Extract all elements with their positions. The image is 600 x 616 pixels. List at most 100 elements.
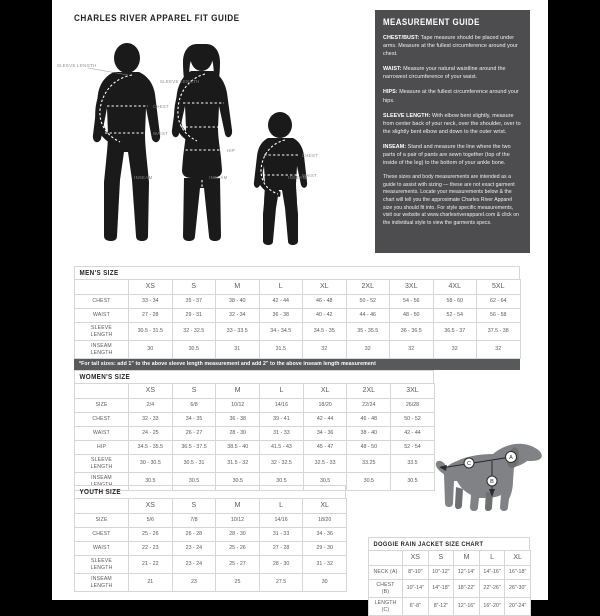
youth-col-header: XL xyxy=(302,498,347,514)
youth-cell: 25 - 26 xyxy=(128,527,173,542)
womens-size-table-block: WOMEN'S SIZE XS S M L XL 2XL 3XL SIZE 2/4 6/8 10/1… xyxy=(74,370,435,491)
womens-cell: 36.5 - 37.5 xyxy=(171,440,217,455)
doggie-cell: 12"-16" xyxy=(453,597,480,616)
mens-col-header: 4XL xyxy=(432,279,477,295)
mens-col-header: 5XL xyxy=(476,279,521,295)
womens-cell: 28 - 30 xyxy=(215,426,261,441)
youth-cell: 23 xyxy=(171,573,217,592)
womens-cell: 34 - 35 xyxy=(171,412,217,427)
table-row: CHEST 32 - 33 34 - 35 36 - 38 39 - 41 42 - 44… xyxy=(74,412,435,427)
dog-illustration: A C B xyxy=(435,437,550,515)
mens-col-header: L xyxy=(258,279,303,295)
womens-cell: 38 - 40 xyxy=(346,426,392,441)
doggie-cell: 8"-10" xyxy=(402,565,429,580)
womens-col-header: 3XL xyxy=(390,383,435,399)
mens-cell: 44 - 46 xyxy=(345,308,390,323)
woman-sleeve-label: SLEEVE LENGTH xyxy=(160,79,200,84)
doggie-header-row: XS S M L XL xyxy=(368,550,531,566)
womens-col-header: L xyxy=(259,383,304,399)
mens-corner-cell xyxy=(74,279,129,295)
youth-cell: 21 - 22 xyxy=(128,555,173,574)
measurement-item-inseam: INSEAM: Stand and measure the line where… xyxy=(383,143,522,167)
dog-neck-marker-a: A xyxy=(509,455,513,461)
man-inseam-label: INSEAM xyxy=(134,175,153,180)
mens-col-header: 3XL xyxy=(389,279,434,295)
man-chest-label: CHEST xyxy=(153,104,170,109)
womens-row-label: SLEEVE LENGTH xyxy=(74,454,129,473)
womens-col-header: XL xyxy=(302,383,348,399)
mens-size-table: XS S M L XL 2XL 3XL 4XL 5XL CHEST 33 - 34 35 - 37 38… xyxy=(74,279,521,359)
youth-cell: 25 - 27 xyxy=(215,555,260,574)
womens-corner-cell xyxy=(74,383,129,399)
mens-cell: 33 - 33.5 xyxy=(215,322,260,341)
womens-cell: 30.5 xyxy=(346,472,392,491)
mens-cell: 36 - 38 xyxy=(258,308,303,323)
womens-row-label: WAIST xyxy=(74,426,129,441)
mens-cell: 27 - 28 xyxy=(128,308,173,323)
measurement-text-sleeve: With elbow bent slightly, measure from c… xyxy=(383,112,521,135)
womens-cell: 42 - 44 xyxy=(302,412,348,427)
youth-col-header: M xyxy=(215,498,260,514)
measurement-term-sleeve: SLEEVE LENGTH: xyxy=(383,112,431,119)
measurement-item-sleeve: SLEEVE LENGTH: With elbow bent slightly,… xyxy=(383,112,522,136)
table-row: CHEST 25 - 26 26 - 28 28 - 30 31 - 33 34 - 36 xyxy=(74,527,347,542)
youth-row-label: SIZE xyxy=(74,513,129,528)
dog-svg: A C B xyxy=(435,443,542,511)
womens-cell: 46 - 48 xyxy=(346,412,392,427)
doggie-row-label: CHEST (B) xyxy=(368,579,403,598)
mens-cell: 62 - 64 xyxy=(476,294,521,309)
womens-cell: 32.5 - 33 xyxy=(302,454,348,473)
doggie-cell: 20"-24" xyxy=(504,597,531,616)
mens-size-heading: MEN'S SIZE xyxy=(79,270,119,277)
mens-cell: 54 - 56 xyxy=(389,294,434,309)
mens-cell: 30 xyxy=(128,340,173,359)
dog-marker-group xyxy=(463,451,517,487)
measurement-text-waist: Measure your natural waistline around th… xyxy=(383,66,506,81)
mens-cell: 30.5 xyxy=(171,340,216,359)
table-row: NECK (A) 8"-10" 10"-12" 12"-14" 14"-16" 16"-1… xyxy=(368,565,531,580)
doggie-cell: 14"-16" xyxy=(478,565,506,580)
womens-cell: 33.5 xyxy=(390,454,435,473)
youth-silhouette xyxy=(253,112,308,245)
measurement-term-hips: HIPS: xyxy=(383,89,398,96)
mens-cell: 37.5 - 38 xyxy=(476,322,521,341)
womens-cell: 26 - 27 xyxy=(171,426,217,441)
mens-cell: 32 xyxy=(432,340,477,359)
youth-cell: 28 - 30 xyxy=(215,527,260,542)
measurement-text-chest: Tape measure should be placed under arms… xyxy=(383,35,518,58)
man-sleeve-label: SLEEVE LENGTH xyxy=(57,63,97,68)
mens-cell: 31 xyxy=(215,340,260,359)
youth-cell: 22 - 23 xyxy=(128,541,173,556)
womens-cell: 39 - 41 xyxy=(259,412,304,427)
womens-cell: 34 - 36 xyxy=(302,426,348,441)
doggie-cell: 14"-18" xyxy=(427,579,455,598)
womens-cell: 14/16 xyxy=(259,398,304,413)
mens-cell: 31.5 xyxy=(258,340,303,359)
doggie-corner-cell xyxy=(368,550,403,566)
mens-cell: 38 - 40 xyxy=(215,294,260,309)
mens-col-header: 2XL xyxy=(345,279,390,295)
mens-cell: 30.5 - 31.5 xyxy=(128,322,173,341)
youth-cell: 34 - 36 xyxy=(302,527,347,542)
youth-cell: 10/12 xyxy=(215,513,260,528)
youth-cell: 28 - 30 xyxy=(258,555,304,574)
mens-row-label: SLEEVE LENGTH xyxy=(74,322,129,341)
doggie-cell: 12"-14" xyxy=(453,565,480,580)
doggie-row-label: LENGTH (C) xyxy=(368,597,403,616)
womens-col-header: XS xyxy=(128,383,173,399)
doggie-cell: 10"-12" xyxy=(427,565,455,580)
womens-cell: 32 - 32.5 xyxy=(259,454,304,473)
table-row: SIZE 5/6 7/8 10/12 14/16 18/20 xyxy=(74,513,347,528)
womens-cell: 34.5 - 35.5 xyxy=(128,440,173,455)
doggie-cell: 22"-26" xyxy=(478,579,506,598)
mens-col-header: S xyxy=(171,279,216,295)
womens-size-heading-box: WOMEN'S SIZE xyxy=(74,370,434,383)
woman-hip-label: HIP xyxy=(227,148,236,153)
doggie-col-header: L xyxy=(478,550,506,566)
mens-row-label: INSEAM LENGTH xyxy=(74,340,129,359)
womens-cell: 45 - 47 xyxy=(302,440,348,455)
doggie-row-label: NECK (A) xyxy=(368,565,403,580)
womens-cell: 30 - 30.5 xyxy=(128,454,173,473)
doggie-col-header: XS xyxy=(402,550,429,566)
womens-cell: 30.5 xyxy=(259,472,304,491)
